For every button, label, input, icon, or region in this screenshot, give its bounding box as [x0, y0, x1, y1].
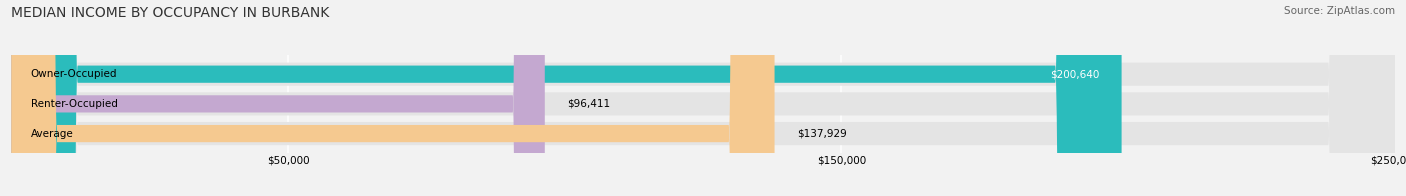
- FancyBboxPatch shape: [11, 0, 1395, 196]
- FancyBboxPatch shape: [11, 0, 775, 196]
- Text: $200,640: $200,640: [1050, 69, 1099, 79]
- Text: Average: Average: [31, 129, 73, 139]
- FancyBboxPatch shape: [11, 0, 1395, 196]
- Text: Renter-Occupied: Renter-Occupied: [31, 99, 118, 109]
- Text: Owner-Occupied: Owner-Occupied: [31, 69, 117, 79]
- Text: Source: ZipAtlas.com: Source: ZipAtlas.com: [1284, 6, 1395, 16]
- FancyBboxPatch shape: [11, 0, 544, 196]
- FancyBboxPatch shape: [11, 0, 1122, 196]
- Text: MEDIAN INCOME BY OCCUPANCY IN BURBANK: MEDIAN INCOME BY OCCUPANCY IN BURBANK: [11, 6, 329, 20]
- Text: $137,929: $137,929: [797, 129, 846, 139]
- Text: $96,411: $96,411: [567, 99, 610, 109]
- FancyBboxPatch shape: [11, 0, 1395, 196]
